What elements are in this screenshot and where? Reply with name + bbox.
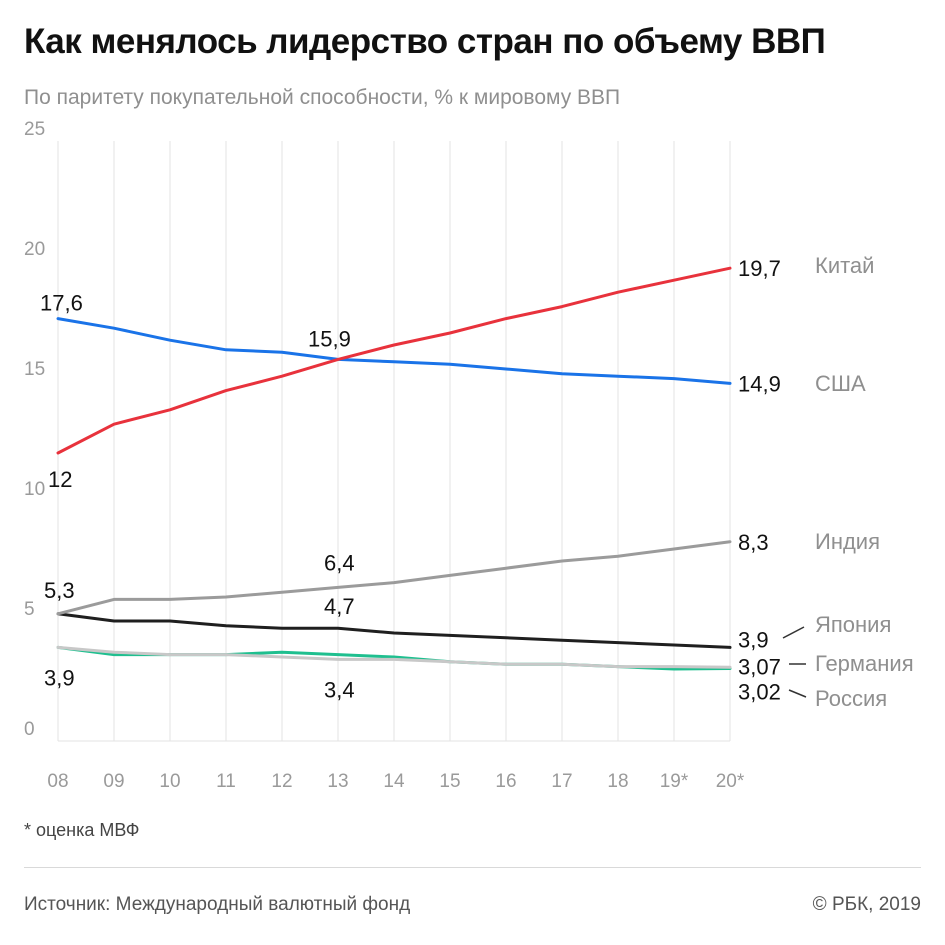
series-labels: Китай США Индия Япония Германия Россия <box>815 253 914 711</box>
footnote: * оценка МВФ <box>24 820 140 840</box>
y-tick-label-5: 5 <box>24 599 35 620</box>
x-tick-label-09: 09 <box>103 771 124 792</box>
series-line-япония <box>56 612 732 649</box>
data-label-индия-0: 5,3 <box>44 578 75 603</box>
x-tick-label-13: 13 <box>327 771 348 792</box>
series-label-россия: Россия <box>815 686 887 711</box>
y-axis-tick-labels: 0 5 10 15 20 25 <box>24 119 45 740</box>
x-tick-label-08: 08 <box>47 771 68 792</box>
copyright-note: © РБК, 2019 <box>812 894 921 915</box>
series-lines <box>56 266 732 671</box>
data-label-сша-0: 17,6 <box>40 291 83 316</box>
data-label-китай-0: 12 <box>48 467 72 492</box>
x-tick-label-19-: 19* <box>660 771 689 792</box>
x-tick-label-17: 17 <box>551 771 572 792</box>
x-axis-tick-labels: 08 09 10 11 12 13 14 15 16 17 18 19* 20* <box>47 771 744 792</box>
data-label-япония-12: 3,9 <box>738 627 769 652</box>
x-tick-label-16: 16 <box>495 771 516 792</box>
vertical-gridlines <box>57 141 731 742</box>
data-label-сша-12: 14,9 <box>738 371 781 396</box>
series-label-германия: Германия <box>815 651 914 676</box>
x-tick-label-20-: 20* <box>716 771 745 792</box>
data-label-япония-5: 4,7 <box>324 594 355 619</box>
data-label-китай-5: 15,9 <box>308 326 351 351</box>
leader-line-japan <box>782 626 805 639</box>
series-line-сша <box>56 317 732 385</box>
y-tick-label-20: 20 <box>24 239 45 260</box>
chart-subtitle: По паритету покупательной способности, %… <box>24 86 621 109</box>
y-tick-label-15: 15 <box>24 359 45 380</box>
chart-title: Как менялось лидерство стран по объему В… <box>24 22 826 61</box>
source-note: Источник: Международный валютный фонд <box>24 894 411 915</box>
y-tick-label-0: 0 <box>24 719 35 740</box>
data-label-германия-5: 3,4 <box>324 677 355 702</box>
data-label-китай-12: 19,7 <box>738 256 781 281</box>
data-label-индия-5: 6,4 <box>324 550 355 575</box>
x-tick-label-10: 10 <box>159 771 180 792</box>
series-label-leaders <box>782 626 807 698</box>
data-label-россия-12: 3,02 <box>738 680 781 705</box>
x-tick-label-15: 15 <box>439 771 460 792</box>
series-line-германия <box>56 645 732 669</box>
series-label-индия: Индия <box>815 529 880 554</box>
series-line-китай <box>56 266 732 455</box>
data-label-германия-0: 3,9 <box>44 665 75 690</box>
series-label-китай: Китай <box>815 253 874 278</box>
x-tick-label-18: 18 <box>607 771 628 792</box>
series-label-япония: Япония <box>815 612 891 637</box>
data-label-германия-12: 3,07 <box>738 654 781 679</box>
data-label-индия-12: 8,3 <box>738 530 769 555</box>
series-label-сша: США <box>815 371 866 396</box>
footer-divider <box>24 867 921 868</box>
x-tick-label-11: 11 <box>216 771 236 792</box>
x-tick-label-14: 14 <box>383 771 405 792</box>
y-tick-label-25: 25 <box>24 119 45 140</box>
series-line-индия <box>56 540 732 616</box>
y-tick-label-10: 10 <box>24 479 45 500</box>
x-tick-label-12: 12 <box>271 771 292 792</box>
leader-line-russia <box>788 689 807 698</box>
